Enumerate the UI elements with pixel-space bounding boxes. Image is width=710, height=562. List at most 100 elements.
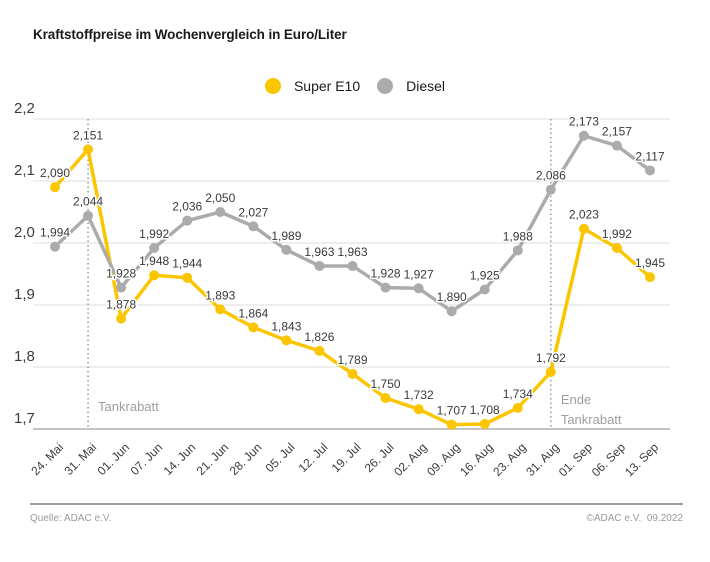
legend-item-super-e10: Super E10 bbox=[264, 78, 361, 94]
value-label: 1,826 bbox=[304, 330, 334, 344]
data-point-diesel bbox=[380, 282, 391, 293]
data-point-super-e10 bbox=[248, 322, 259, 333]
data-point-super-e10 bbox=[380, 393, 391, 403]
data-point-diesel bbox=[314, 260, 325, 271]
data-point-diesel bbox=[149, 242, 160, 253]
legend-dot-diesel bbox=[377, 78, 394, 94]
data-point-super-e10 bbox=[479, 419, 490, 430]
data-point-super-e10 bbox=[413, 404, 424, 415]
legend-item-diesel: Diesel bbox=[377, 78, 445, 94]
value-label: 1,992 bbox=[139, 227, 169, 241]
value-label: 2,036 bbox=[172, 200, 202, 214]
data-point-super-e10 bbox=[83, 144, 94, 155]
x-axis-tick-label: 06. Sep bbox=[589, 440, 628, 479]
value-label: 1,878 bbox=[106, 298, 136, 312]
value-label: 1,890 bbox=[437, 290, 467, 304]
value-label: 1,925 bbox=[470, 269, 500, 283]
value-label: 1,789 bbox=[337, 353, 367, 367]
data-point-super-e10 bbox=[182, 272, 193, 283]
data-point-super-e10 bbox=[578, 223, 589, 234]
value-label: 1,792 bbox=[536, 351, 566, 365]
x-axis-tick-label: 02. Aug bbox=[391, 440, 430, 479]
data-point-super-e10 bbox=[50, 182, 60, 193]
value-label: 1,963 bbox=[304, 245, 334, 259]
value-label: 1,750 bbox=[371, 377, 401, 391]
y-axis-tick-label: 2,2 bbox=[14, 100, 35, 117]
value-label: 1,945 bbox=[635, 256, 665, 270]
copyright-note: ©ADAC e.V. 09.2022 bbox=[586, 513, 683, 524]
y-axis-tick-label: 1,7 bbox=[14, 410, 35, 427]
data-point-diesel bbox=[545, 184, 556, 195]
x-axis-tick-label: 01. Jun bbox=[94, 440, 132, 478]
value-label: 1,893 bbox=[205, 288, 235, 302]
value-label: 1,927 bbox=[404, 267, 434, 281]
annotation-label: Ende bbox=[561, 392, 591, 407]
data-point-diesel bbox=[182, 215, 193, 226]
data-point-diesel bbox=[215, 207, 226, 217]
legend-label: Super E10 bbox=[293, 78, 361, 94]
x-axis-tick-label: 09. Aug bbox=[424, 440, 463, 479]
data-point-diesel bbox=[83, 210, 94, 221]
value-label: 2,027 bbox=[238, 205, 268, 219]
value-label: 1,948 bbox=[139, 254, 169, 268]
value-label: 1,928 bbox=[106, 267, 136, 281]
value-label: 1,707 bbox=[437, 404, 467, 418]
page-title: Kraftstoffpreise im Wochenvergleich in E… bbox=[33, 27, 347, 42]
value-label: 1,843 bbox=[271, 319, 301, 333]
value-label: 1,988 bbox=[503, 229, 533, 243]
x-axis-tick-label: 05. Jul bbox=[263, 440, 298, 475]
value-label: 2,044 bbox=[73, 195, 103, 209]
data-point-diesel bbox=[479, 284, 490, 295]
value-label: 1,992 bbox=[602, 227, 632, 241]
data-point-diesel bbox=[281, 244, 292, 255]
value-label: 2,050 bbox=[205, 191, 235, 205]
value-label: 1,963 bbox=[337, 245, 367, 259]
data-point-super-e10 bbox=[512, 402, 523, 413]
data-point-diesel bbox=[578, 130, 589, 141]
source-note: Quelle: ADAC e.V. bbox=[30, 513, 112, 524]
y-axis-tick-label: 1,8 bbox=[14, 348, 35, 365]
x-axis-tick-label: 28. Jun bbox=[227, 440, 265, 478]
legend: Super E10 Diesel bbox=[0, 78, 710, 94]
x-axis-tick-label: 23. Aug bbox=[490, 440, 529, 479]
value-label: 1,994 bbox=[40, 226, 70, 240]
value-label: 1,989 bbox=[271, 229, 301, 243]
value-label: 2,151 bbox=[73, 128, 103, 142]
legend-dot-super-e10 bbox=[264, 78, 281, 94]
x-axis-tick-label: 12. Jul bbox=[296, 440, 331, 475]
x-axis-tick-label: 19. Jul bbox=[329, 440, 364, 475]
data-point-diesel bbox=[248, 221, 259, 232]
value-label: 2,157 bbox=[602, 125, 632, 139]
y-axis-tick-label: 2,1 bbox=[14, 162, 35, 179]
series-line-super-e10 bbox=[53, 147, 652, 427]
value-label: 1,708 bbox=[470, 403, 500, 417]
value-label: 2,086 bbox=[536, 169, 566, 183]
value-label: 2,023 bbox=[569, 208, 599, 222]
data-point-diesel bbox=[347, 260, 358, 271]
data-point-super-e10 bbox=[446, 419, 457, 430]
x-axis-tick-label: 16. Aug bbox=[457, 440, 496, 479]
x-axis-tick-label: 31. Mai bbox=[61, 440, 99, 478]
x-axis-tick-label: 14. Jun bbox=[161, 440, 199, 478]
data-point-diesel bbox=[116, 282, 127, 293]
annotation-label: Tankrabatt bbox=[98, 399, 159, 414]
data-point-diesel bbox=[645, 165, 655, 176]
y-axis-tick-label: 1,9 bbox=[14, 286, 35, 303]
data-point-super-e10 bbox=[116, 313, 127, 324]
x-axis-tick-label: 31. Aug bbox=[523, 440, 562, 479]
value-label: 2,117 bbox=[635, 149, 664, 163]
data-point-diesel bbox=[611, 140, 622, 151]
value-label: 1,864 bbox=[238, 306, 268, 320]
y-axis-tick-label: 2,0 bbox=[14, 224, 35, 241]
data-point-super-e10 bbox=[215, 304, 226, 315]
x-axis-tick-label: 13. Sep bbox=[622, 440, 661, 479]
x-axis-tick-label: 07. Jun bbox=[128, 440, 166, 478]
data-point-super-e10 bbox=[611, 242, 622, 253]
data-point-super-e10 bbox=[347, 368, 358, 379]
value-label: 1,928 bbox=[371, 267, 401, 281]
value-label: 2,173 bbox=[569, 115, 599, 129]
series-line-diesel bbox=[53, 133, 652, 313]
data-point-super-e10 bbox=[149, 270, 160, 281]
